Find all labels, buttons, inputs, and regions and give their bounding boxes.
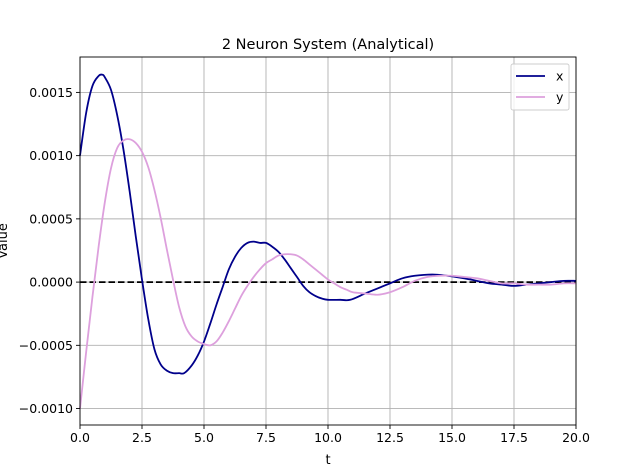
y-tick-label: 0.0000 bbox=[29, 275, 73, 290]
x-tick-label: 0.0 bbox=[70, 430, 90, 445]
x-tick-label: 7.5 bbox=[256, 430, 276, 445]
y-tick-label: −0.0005 bbox=[19, 338, 73, 353]
series-layer bbox=[79, 73, 577, 409]
y-tick-label: 0.0015 bbox=[29, 85, 73, 100]
x-axis-label: t bbox=[325, 453, 330, 468]
y-axis-label: Value bbox=[0, 223, 11, 259]
x-axis: 0.0 2.5 5.0 7.5 10.0 12.5 15.0 17.5 20.0 bbox=[70, 425, 590, 445]
x-tick-label: 20.0 bbox=[562, 430, 590, 445]
x-tick-label: 12.5 bbox=[376, 430, 404, 445]
legend-label-x: x bbox=[556, 69, 563, 84]
legend-label-y: y bbox=[556, 90, 564, 105]
x-tick-label: 17.5 bbox=[500, 430, 528, 445]
y-tick-label: 0.0005 bbox=[29, 211, 73, 226]
x-tick-label: 10.0 bbox=[314, 430, 342, 445]
y-tick-label: −0.0010 bbox=[19, 401, 73, 416]
chart-title: 2 Neuron System (Analytical) bbox=[222, 37, 434, 53]
y-axis: −0.0010 −0.0005 0.0000 0.0005 0.0010 0.0015 bbox=[19, 85, 80, 416]
x-tick-label: 5.0 bbox=[194, 430, 214, 445]
legend: xy bbox=[510, 63, 570, 111]
x-tick-label: 15.0 bbox=[438, 430, 466, 445]
series-line-y bbox=[79, 138, 577, 409]
y-tick-label: 0.0010 bbox=[29, 148, 73, 163]
x-tick-label: 2.5 bbox=[132, 430, 152, 445]
